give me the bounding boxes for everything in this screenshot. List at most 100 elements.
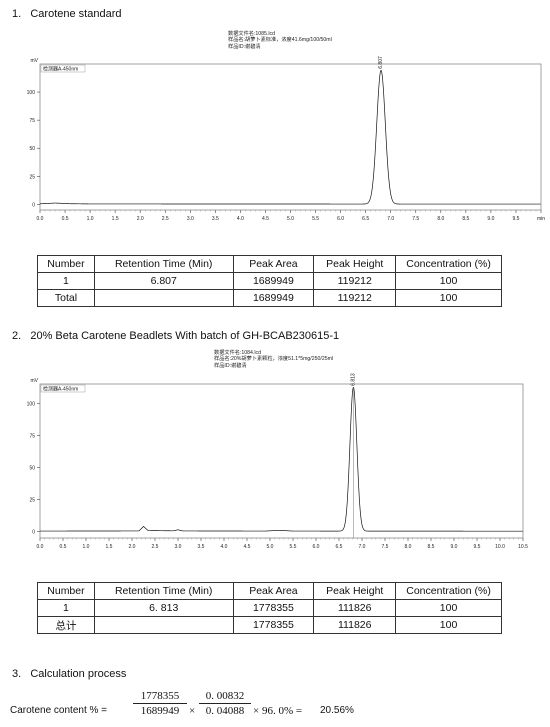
x-tick-label: 4.5 [244,544,251,550]
x-tick-label: 4.0 [237,216,244,222]
header-cell: Concentration (%) [395,582,502,600]
table-cell [93,289,234,307]
formula-result: 20.56% [320,705,354,716]
meta-sample-id: 样品ID:谢碧清 [214,362,247,369]
chromatogram-1: mV 检测器A-450nm 0 25 50 75 100 0.0 0.5 1.0 1.5 2.0 2.5… [27,56,546,222]
x-tick-label: 1.0 [87,216,94,222]
header-cell: Concentration (%) [395,255,502,273]
x-tick-label: 3.5 [212,216,219,222]
x-tick-label: 8.5 [462,216,469,222]
x-tick-label: 6.5 [336,544,343,550]
fraction-2-numerator: 0. 00832 [199,690,251,704]
header-cell: Peak Height [313,582,397,600]
x-tick-label: 5.5 [312,216,319,222]
table-cell: 1689949 [232,272,315,290]
x-tick-label: 10.5 [518,544,528,550]
table-cell: 100 [395,272,502,290]
section-1-meta: 数据文件名:1085.lcd 样品名:胡萝卜素标准，浓度41.6mg/100/5… [228,31,332,50]
y-tick-label: 75 [29,433,35,439]
x-tick-label: 10.0 [495,544,505,550]
x-tick-label: 4.0 [221,544,228,550]
table-cell: 总计 [37,616,95,634]
x-tick-label: 7.5 [412,216,419,222]
x-tick-label: 8.5 [428,544,435,550]
header-cell: Retention Time (Min) [93,255,234,273]
fraction-1-numerator: 1778355 [133,690,187,704]
header-cell: Retention Time (Min) [93,582,234,600]
fraction-2-denominator: 0. 04088 [205,705,245,717]
x-tick-label: 0.5 [62,216,69,222]
x-tick-label: 5.5 [290,544,297,550]
table-row: Total 1689949 119212 100 [37,289,502,307]
table-cell: 100 [395,289,502,307]
table-header-row: Number Retention Time (Min) Peak Area Pe… [37,255,502,273]
table-cell [93,616,234,634]
table-cell: 119212 [313,289,397,307]
table-cell: 1778355 [232,599,315,617]
section-1-title: Carotene standard [30,8,122,20]
x-tick-label: 0.0 [37,544,44,550]
multiply-percent: × 96. 0% = [253,705,303,717]
results-table-2: Number Retention Time (Min) Peak Area Pe… [37,582,502,634]
y-unit-label: mV [31,378,39,384]
y-tick-label: 75 [29,118,35,124]
header-cell: Peak Area [232,255,315,273]
table-cell: 1 [37,272,95,290]
section-2-heading: 2. 20% Beta Carotene Beadlets With batch… [12,330,339,342]
detector-legend-box [40,384,86,393]
x-tick-label: 8.0 [405,544,412,550]
x-tick-label: 8.0 [437,216,444,222]
x-tick-label: 2.0 [137,216,144,222]
y-tick-label: 100 [27,90,36,96]
section-3-title: Calculation process [30,668,127,680]
x-tick-label: 7.5 [382,544,389,550]
table-cell: 111826 [313,599,397,617]
section-1-number: 1. [12,8,22,20]
x-tick-label: 6.0 [313,544,320,550]
y-tick-label: 0 [32,530,35,536]
table-row: 总计 1778355 111826 100 [37,616,502,634]
y-tick-label: 25 [29,498,35,504]
plot-frame [39,63,542,211]
fraction-1-denominator: 1689949 [140,705,180,717]
section-2-meta: 数据文件名:1084.lcd 样品名:20%胡萝卜素颗粒，浓度51.1*5mg/… [214,350,333,369]
x-tick-label: 9.0 [487,216,494,222]
header-cell: Peak Area [232,582,315,600]
chromatogram-2: mV 检测器A-450nm 0 25 50 75 100 0.0 0.5 1.0 1.5 2.0 2.5… [27,373,528,550]
detector-label: 检测器A-450nm [43,66,78,73]
table-cell: 1778355 [232,616,315,634]
meta-file-name: 数据文件名:1085.lcd [228,31,275,37]
chromatogram-trace [39,70,541,205]
x-tick-label: 9.5 [474,544,481,550]
table-cell: 6.807 [93,272,234,290]
peak-label: 6.813 [350,373,356,386]
x-tick-label: 9.0 [451,544,458,550]
x-tick-label: 1.5 [106,544,113,550]
meta-file-name: 数据文件名:1084.lcd [214,350,261,356]
multiply-sign: × [189,705,196,717]
x-tick-label: 0.0 [37,216,44,222]
x-tick-label: 1.0 [83,544,90,550]
x-tick-label: 7.0 [387,216,394,222]
formula-label: Carotene content % = [10,705,108,716]
table-cell: 1 [37,599,95,617]
detector-label: 检测器A-450nm [43,386,78,393]
table-cell: 100 [395,599,502,617]
section-3-heading: 3. Calculation process [12,668,126,680]
section-2-title: 20% Beta Carotene Beadlets With batch of… [30,330,340,342]
y-tick-label: 25 [29,174,35,180]
x-tick-label: 3.0 [187,216,194,222]
table-cell: 111826 [313,616,397,634]
y-unit-label: mV [31,58,39,64]
x-tick-label: 2.5 [162,216,169,222]
header-cell: Number [37,255,95,273]
y-tick-label: 0 [32,202,35,208]
table-cell: 6. 813 [93,599,234,617]
y-tick-label: 100 [27,401,36,407]
x-tick-label: 4.5 [262,216,269,222]
table-row: 1 6. 813 1778355 111826 100 [37,599,502,617]
x-tick-label: 5.0 [287,216,294,222]
section-2-number: 2. [12,330,22,342]
fraction-1: 1778355 1689949 [133,690,187,717]
x-tick-label: 2.5 [152,544,159,550]
